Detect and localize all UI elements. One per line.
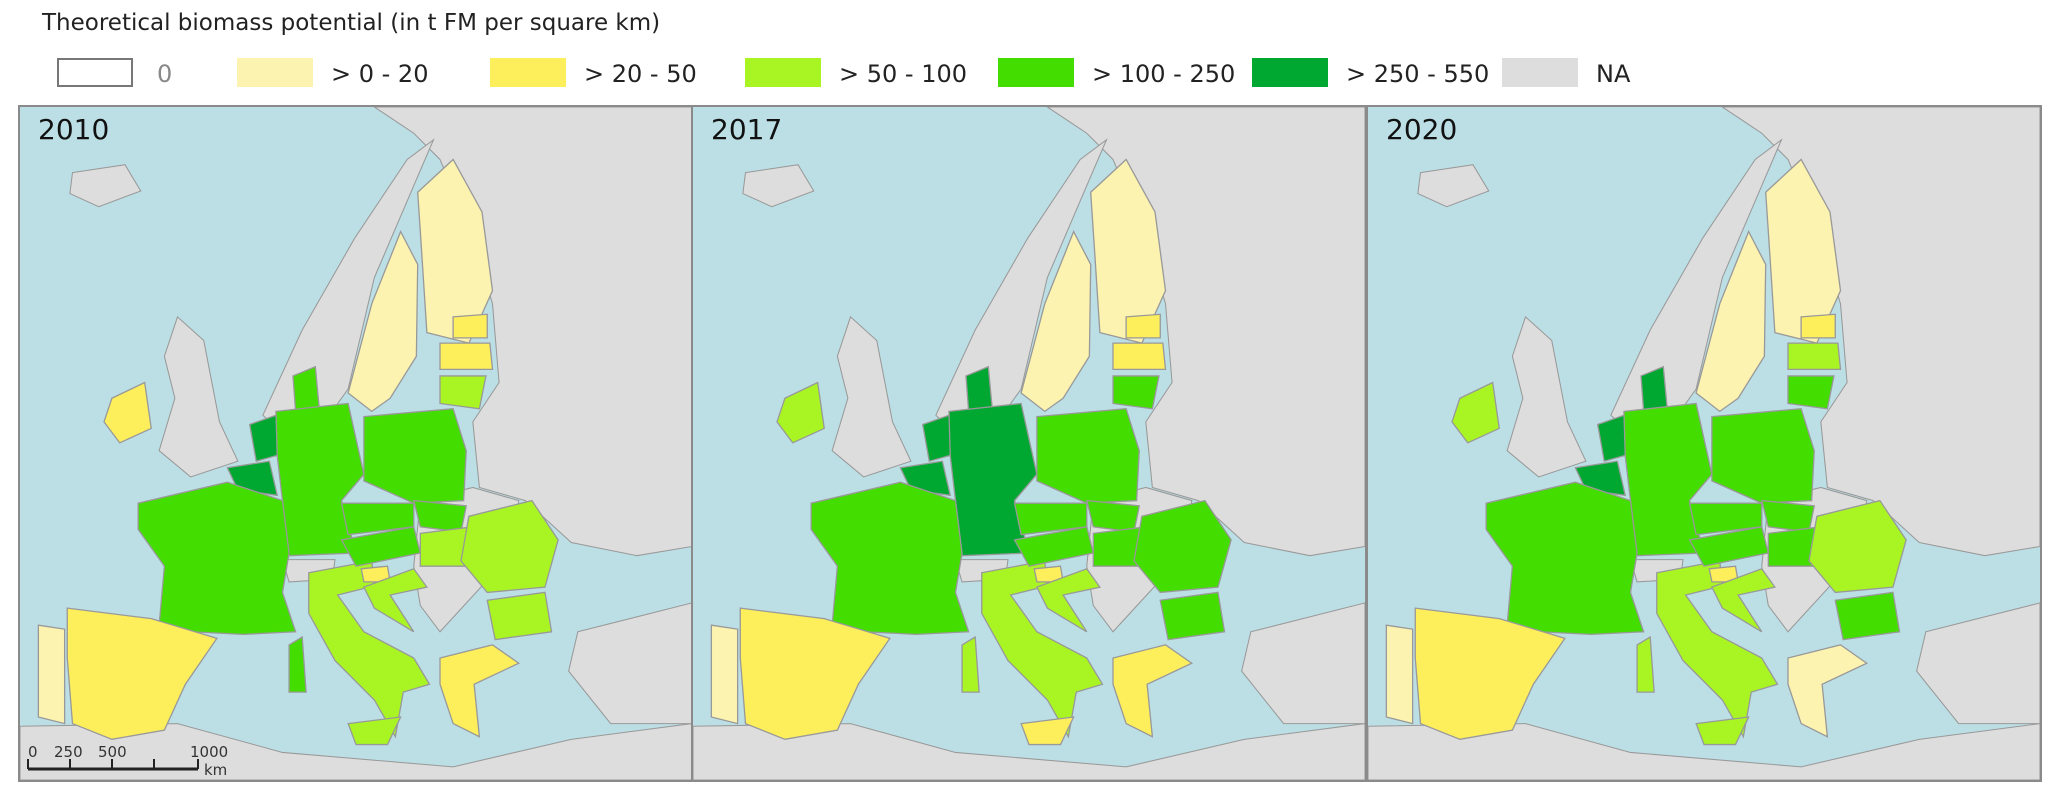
country [1695,230,1767,413]
country [961,635,980,693]
country [340,502,415,536]
legend-swatch [998,58,1074,87]
legend-label: > 20 - 50 [584,60,697,88]
map [1368,107,2040,780]
panel-year: 2010 [38,113,110,146]
country [347,230,419,413]
country [1451,381,1500,444]
map [693,107,1365,780]
map-panel: 2020 [1366,105,2042,782]
country [439,644,521,738]
legend-label: > 0 - 20 [331,60,429,88]
country [37,624,66,725]
non-eu-land [568,602,692,725]
map-panel: 2017 [691,105,1367,782]
country [1688,502,1763,536]
non-eu-land [1368,723,2040,780]
country [1159,591,1226,641]
country [1112,375,1160,410]
non-eu-land [693,723,1365,780]
scale-unit: km [204,761,228,779]
country [1385,624,1414,725]
non-eu-land [1916,602,2040,725]
scale-label: 250 [54,743,83,761]
legend-swatch [237,58,313,87]
country [1695,716,1750,746]
legend-swatch [1252,58,1328,87]
legend-label: > 250 - 550 [1346,60,1490,88]
country [1020,230,1092,413]
country [1834,591,1901,641]
non-eu-land [69,164,142,208]
country [1787,375,1835,410]
legend-swatch [745,58,821,87]
scale-label: 0 [28,743,38,761]
country [710,624,739,725]
country [452,313,488,339]
country [1036,408,1140,504]
non-eu-land [1506,315,1587,478]
legend-swatch [57,58,133,87]
country [439,342,494,371]
non-eu-land [831,315,912,478]
legend: 0 > 0 - 20 > 20 - 50 > 50 - 100 > 100 - 250 >… [0,58,2067,92]
country [1133,499,1232,594]
non-eu-land [1417,164,1490,208]
country [486,591,553,641]
country [137,481,297,636]
legend-label: NA [1596,60,1631,88]
country [1112,342,1167,371]
map [20,107,692,780]
country [363,408,467,504]
scale-label: 1000 [190,743,229,761]
country [1760,499,1816,533]
country [1112,644,1194,738]
legend-swatch [490,58,566,87]
country [1800,313,1836,339]
country [1787,644,1869,738]
non-eu-land [20,723,692,780]
country [1013,502,1088,536]
country [1787,342,1842,371]
non-eu-land [742,164,815,208]
country [1125,313,1161,339]
country [439,375,487,410]
country [103,381,152,444]
legend-swatch [1502,58,1578,87]
legend-label: > 50 - 100 [839,60,968,88]
country [362,567,428,633]
scale-bar [27,759,199,771]
country [460,499,559,594]
country [1711,408,1815,504]
panel-year: 2020 [1386,113,1458,146]
country [1485,481,1645,636]
map-title: Theoretical biomass potential (in t FM p… [42,10,661,36]
country [1020,716,1075,746]
country [776,381,825,444]
country [1808,499,1907,594]
country [739,607,891,741]
country [347,716,402,746]
country [1710,567,1776,633]
legend-label: 0 [157,60,173,88]
non-eu-land [1241,602,1365,725]
panel-year: 2017 [711,113,783,146]
country [1085,499,1141,533]
country [1035,567,1101,633]
country [1414,607,1566,741]
country [66,607,218,741]
scale-label: 500 [98,743,127,761]
non-eu-land [158,315,239,478]
country [810,481,970,636]
country [1636,635,1655,693]
map-panel: 2010 0 250 500 1000 km [18,105,694,782]
country [412,499,468,533]
country [288,635,307,693]
legend-label: > 100 - 250 [1092,60,1236,88]
